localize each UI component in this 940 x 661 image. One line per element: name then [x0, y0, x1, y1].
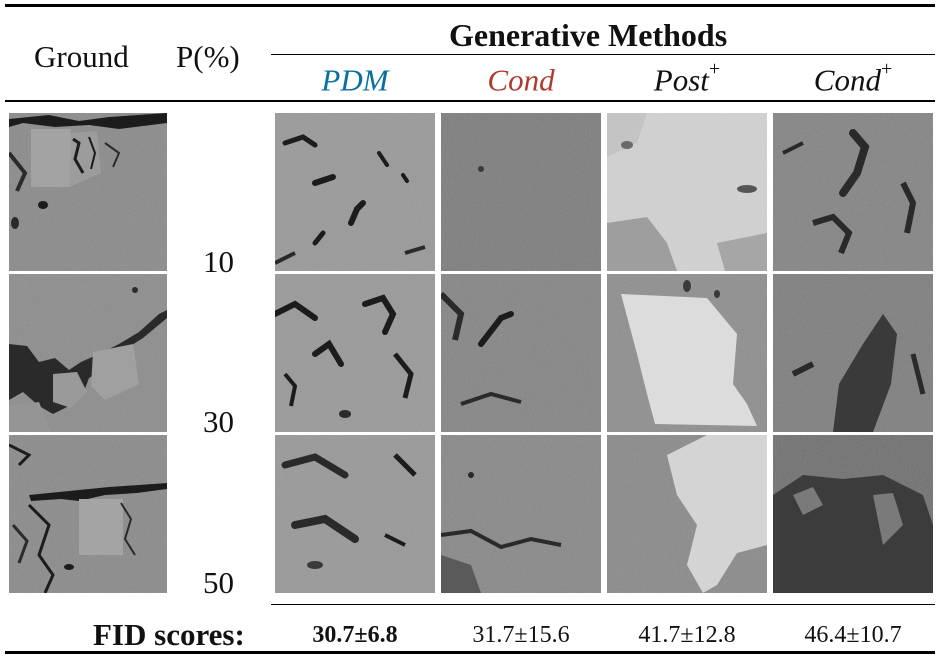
cond-plus-sample-row-2 [773, 274, 933, 432]
top-rule [5, 4, 935, 7]
post-plus-sample-row-3 [607, 435, 767, 593]
method-name: Post [653, 62, 709, 98]
method-sup: + [708, 58, 721, 80]
generative-methods-title: Generative Methods [449, 17, 728, 53]
fid-rule [271, 604, 935, 605]
fid-value-cond-plus: 46.4±10.7 [804, 622, 902, 648]
pdm-sample-row-3 [275, 435, 435, 593]
method-label-cond: Cond [441, 63, 601, 95]
group-underline [271, 54, 935, 55]
p-value-row-2: 30 [203, 404, 234, 439]
ground-image-row-2 [9, 274, 167, 432]
bottom-rule [5, 651, 935, 654]
fid-value-cond: 31.7±15.6 [472, 622, 570, 648]
fid-value-pdm: 30.7±6.8 [312, 622, 398, 648]
cond-sample-row-1 [441, 113, 601, 271]
fid-value-post-plus: 41.7±12.8 [638, 622, 736, 648]
method-label-post-plus: Post+ [607, 59, 767, 98]
method-sup: + [880, 58, 893, 80]
ground-image-row-3 [9, 435, 167, 593]
fid-scores-label: FID scores: [93, 617, 245, 652]
header-p-percent: P(%) [176, 39, 240, 74]
p-value-row-3: 50 [203, 565, 234, 600]
cond-plus-sample-row-3 [773, 435, 933, 593]
method-name: Cond [813, 62, 881, 98]
p-value-row-1: 10 [203, 244, 234, 279]
cond-sample-row-3 [441, 435, 601, 593]
method-label-cond-plus: Cond+ [773, 59, 933, 98]
ground-image-row-1 [9, 113, 167, 271]
method-name: PDM [321, 62, 389, 98]
pdm-sample-row-2 [275, 274, 435, 432]
header-rule [5, 100, 935, 102]
post-plus-sample-row-2 [607, 274, 767, 432]
cond-plus-sample-row-1 [773, 113, 933, 271]
post-plus-sample-row-1 [607, 113, 767, 271]
method-name: Cond [487, 62, 555, 98]
pdm-sample-row-1 [275, 113, 435, 271]
cond-sample-row-2 [441, 274, 601, 432]
header-ground: Ground [34, 39, 129, 74]
method-label-pdm: PDM [275, 63, 435, 95]
